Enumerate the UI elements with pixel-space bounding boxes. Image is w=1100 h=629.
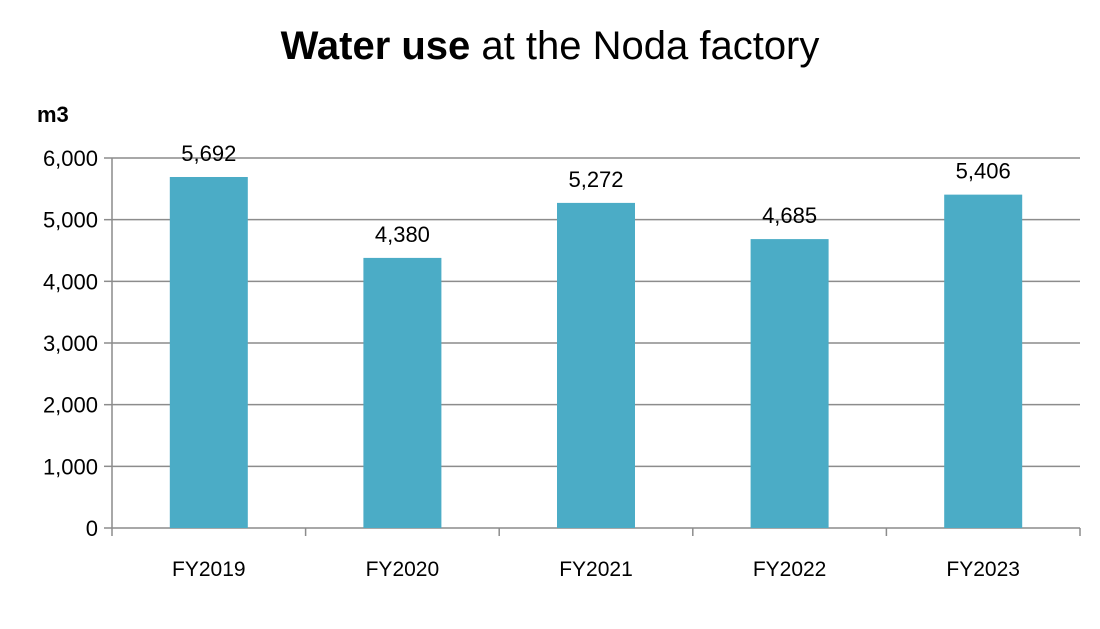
x-category-label: FY2019 xyxy=(172,558,246,581)
y-tick-label: 2,000 xyxy=(43,393,98,418)
x-category-label: FY2023 xyxy=(946,558,1020,581)
data-label: 4,380 xyxy=(375,222,430,247)
y-tick-label: 0 xyxy=(86,516,98,541)
bar xyxy=(944,194,1023,528)
data-label: 5,406 xyxy=(956,159,1011,184)
bar xyxy=(169,176,248,528)
y-tick-label: 6,000 xyxy=(43,146,98,171)
bar xyxy=(750,239,829,528)
chart-title: Water use at the Noda factory xyxy=(0,24,1100,69)
y-tick-label: 4,000 xyxy=(43,269,98,294)
y-tick-label: 3,000 xyxy=(43,331,98,356)
x-category-label: FY2020 xyxy=(366,558,440,581)
x-category-label: FY2022 xyxy=(753,558,827,581)
y-axis-unit-label: m3 xyxy=(37,102,69,127)
x-category-label: FY2021 xyxy=(559,558,633,581)
y-tick-label: 5,000 xyxy=(43,208,98,233)
chart-title-rest: at the Noda factory xyxy=(470,24,820,68)
bar xyxy=(557,202,635,529)
y-tick-label: 1,000 xyxy=(43,454,98,479)
data-label: 5,692 xyxy=(181,141,236,166)
data-label: 4,685 xyxy=(762,203,817,228)
chart-title-bold: Water use xyxy=(280,24,471,68)
data-label: 5,272 xyxy=(568,167,623,192)
bar xyxy=(363,257,442,528)
